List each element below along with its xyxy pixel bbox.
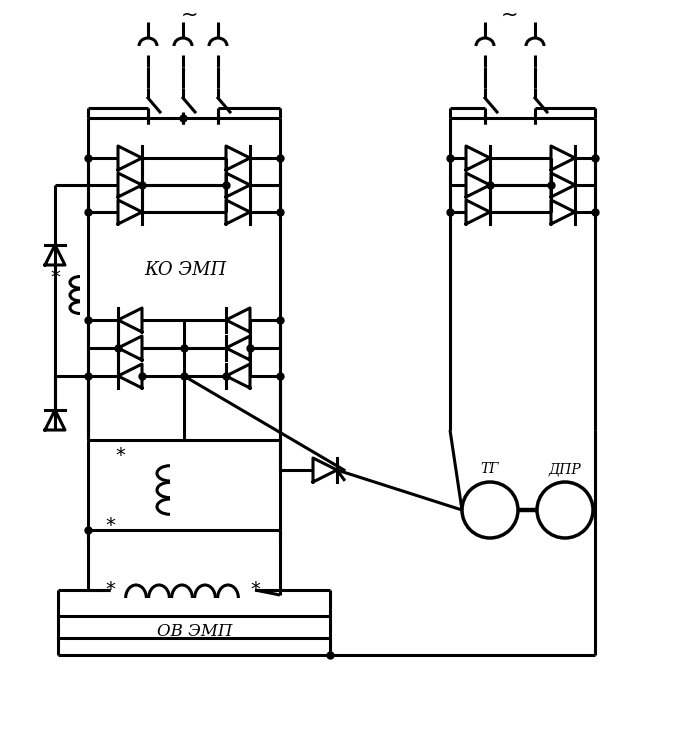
Text: *: * bbox=[50, 268, 60, 286]
Text: ТГ: ТГ bbox=[481, 462, 499, 476]
Text: *: * bbox=[105, 580, 115, 599]
Text: ОВ ЭМП: ОВ ЭМП bbox=[157, 624, 233, 640]
Text: *: * bbox=[250, 580, 260, 599]
Text: ~: ~ bbox=[501, 5, 519, 25]
FancyBboxPatch shape bbox=[58, 616, 330, 638]
Text: *: * bbox=[105, 515, 115, 535]
Text: ~: ~ bbox=[181, 5, 199, 25]
Text: КО ЭМП: КО ЭМП bbox=[144, 261, 226, 279]
Text: *: * bbox=[115, 446, 125, 465]
Text: ДПР: ДПР bbox=[549, 462, 582, 476]
